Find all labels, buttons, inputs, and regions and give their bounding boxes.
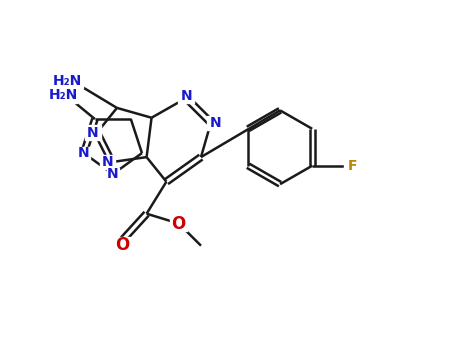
- Text: N: N: [87, 126, 98, 140]
- Bar: [77, 147, 90, 159]
- Bar: [100, 155, 116, 169]
- Text: F: F: [348, 159, 358, 173]
- Bar: [207, 116, 223, 130]
- Text: N: N: [180, 89, 192, 103]
- Text: N: N: [78, 146, 90, 160]
- Bar: [50, 88, 77, 103]
- Bar: [106, 168, 119, 180]
- Text: H₂N: H₂N: [49, 88, 78, 102]
- Text: O: O: [172, 215, 186, 232]
- Bar: [113, 237, 131, 254]
- Bar: [51, 74, 83, 88]
- Bar: [178, 89, 194, 103]
- Bar: [85, 125, 101, 140]
- Text: O: O: [115, 236, 129, 254]
- Bar: [344, 159, 361, 173]
- Text: H₂N: H₂N: [52, 74, 82, 88]
- Bar: [170, 216, 187, 231]
- Text: N: N: [210, 116, 221, 130]
- Text: N: N: [101, 155, 113, 169]
- Text: N: N: [107, 167, 119, 181]
